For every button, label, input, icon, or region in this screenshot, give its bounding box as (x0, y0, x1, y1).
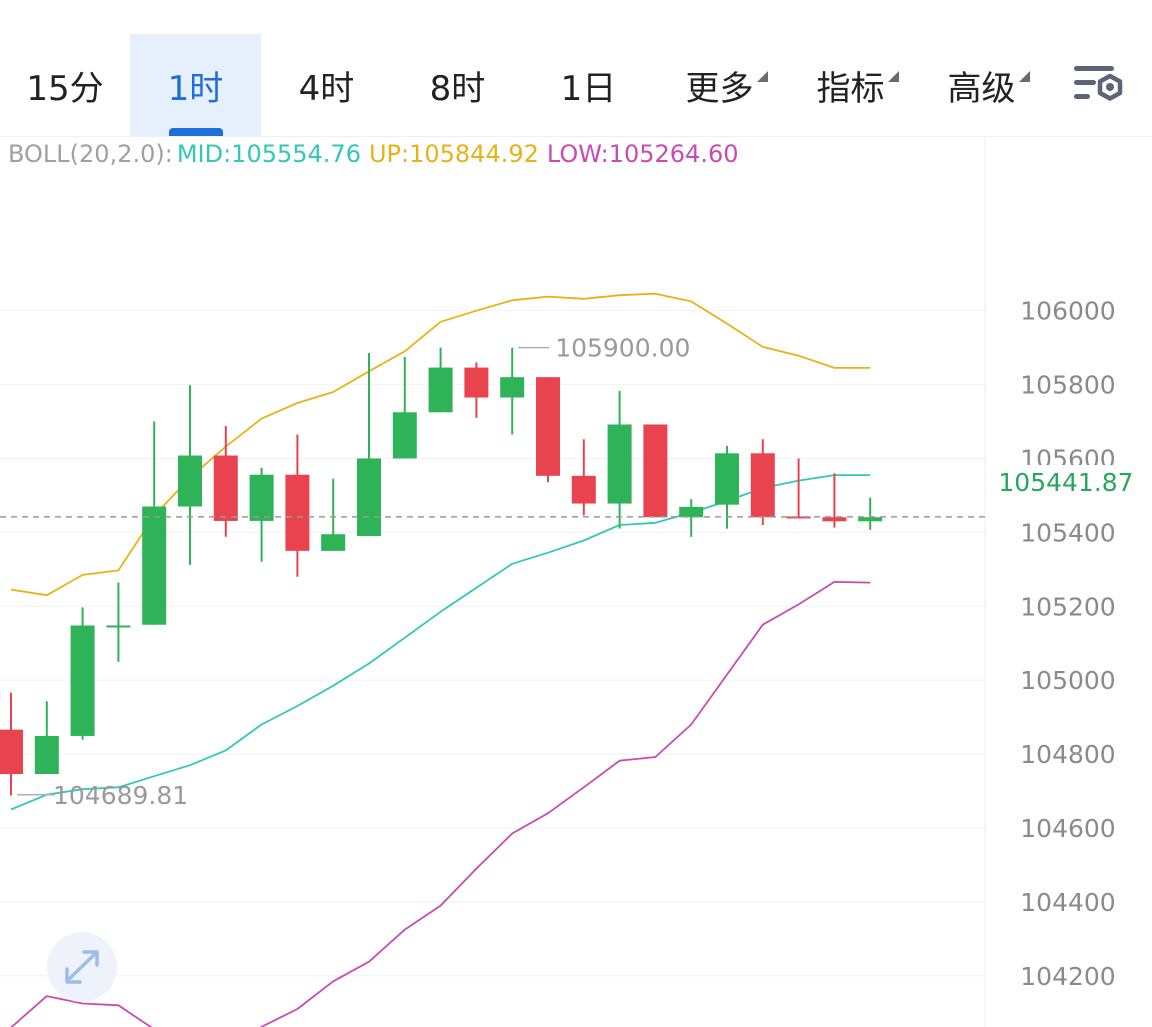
expand-button[interactable] (47, 932, 117, 1002)
y-tick-label: 104600 (1020, 814, 1115, 843)
candle-body (357, 458, 381, 537)
tab-label: 1日 (560, 68, 617, 109)
high-price-label: 105900.00 (555, 334, 690, 363)
tab-advanced[interactable]: 高级 (916, 34, 1047, 136)
boll-legend: BOLL(20,2.0): MID:105554.76 UP:105844.92 LO… (8, 140, 747, 168)
candle-body (571, 475, 596, 504)
candle-body (249, 474, 274, 521)
candle-body (392, 412, 417, 459)
y-tick-label: 105800 (1020, 371, 1115, 400)
tab-15m[interactable]: 15分 (0, 34, 130, 136)
candle-body (750, 453, 775, 518)
tab-label: 高级 (947, 68, 1016, 109)
y-tick-label: 106000 (1020, 297, 1115, 326)
chart-settings-icon[interactable] (1072, 62, 1126, 110)
tab-1d[interactable]: 1日 (523, 34, 654, 136)
boll-up-line (10, 292, 871, 597)
tab-8h[interactable]: 8时 (392, 34, 523, 136)
legend-mid: MID:105554.76 (176, 140, 361, 168)
tab-label: 15分 (26, 68, 104, 109)
candle-body (500, 377, 525, 398)
tab-more[interactable]: 更多 (654, 34, 785, 136)
last-price-value: 105441.87 (998, 467, 1134, 497)
tab-4h[interactable]: 4时 (261, 34, 392, 136)
tab-label-wrap: 高级 (947, 61, 1030, 110)
candle-body (70, 625, 95, 736)
last-price-tag: 105441.87 (986, 465, 1146, 499)
dropdown-caret-icon (1018, 70, 1030, 82)
legend-indicator-name: BOLL(20,2.0): (8, 140, 173, 168)
tab-1h[interactable]: 1时 (130, 34, 261, 136)
candle-body (822, 517, 847, 522)
y-tick-label: 105000 (1020, 666, 1115, 695)
tab-label-wrap: 指标 (816, 61, 899, 110)
dropdown-caret-icon (887, 70, 899, 82)
candle-body (34, 735, 59, 775)
candle-body (607, 424, 632, 504)
candle-body (142, 506, 167, 625)
candle-body (321, 534, 346, 551)
tab-label: 指标 (816, 68, 885, 109)
candle-body (679, 506, 704, 518)
boll-low-line (10, 580, 871, 1027)
candle-body (178, 455, 202, 507)
candle-body (464, 367, 489, 398)
tab-label: 更多 (685, 68, 754, 109)
y-tick-label: 105200 (1020, 592, 1115, 621)
legend-low: LOW:105264.60 (546, 140, 739, 168)
tab-label-wrap: 更多 (685, 61, 768, 110)
tab-label: 1时 (167, 68, 224, 109)
low-price-label: 104689.81 (53, 781, 188, 810)
candle-body (213, 455, 238, 521)
candle-body (106, 625, 131, 628)
dropdown-caret-icon (756, 70, 768, 82)
candlestick-chart[interactable]: 104200 104400 104600 104800 105000 105200 1054… (0, 136, 1152, 1027)
timeframe-tabbar: 15分 1时 4时 8时 1日 更多 指标 高级 (0, 0, 1152, 137)
candle-body (786, 516, 811, 519)
boll-mid-line (10, 474, 871, 811)
y-tick-label: 104400 (1020, 888, 1115, 917)
tab-label: 8时 (429, 68, 486, 109)
candle-body (715, 453, 739, 505)
candle-body (0, 729, 23, 775)
expand-arrows-icon (65, 950, 99, 984)
candle-body (536, 377, 560, 476)
y-tick-label: 104800 (1020, 740, 1115, 769)
legend-up: UP:105844.92 (368, 140, 539, 168)
candle-body (643, 424, 668, 518)
tab-indicators[interactable]: 指标 (785, 34, 916, 136)
active-tab-indicator (168, 128, 223, 136)
candle-body (428, 367, 453, 413)
y-tick-label: 105400 (1020, 518, 1115, 547)
tab-label: 4时 (298, 68, 355, 109)
candle-body (285, 474, 310, 551)
candle-body (858, 517, 883, 522)
y-tick-label: 104200 (1020, 962, 1115, 991)
